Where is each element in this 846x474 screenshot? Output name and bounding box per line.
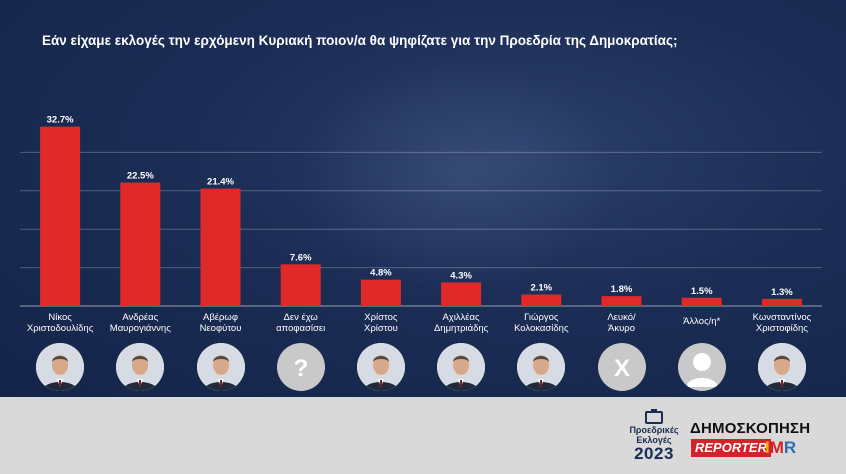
person-photo-icon	[437, 343, 486, 391]
logo-year: 2023	[634, 444, 674, 463]
bar	[681, 297, 722, 306]
category-label: Κωνσταντίνος Χριστοφίδης	[737, 312, 827, 334]
category-label-line: Νεοφύτου	[199, 323, 242, 334]
bar	[40, 126, 81, 306]
bar	[200, 188, 241, 306]
category-label-line: Χριστοφίδης	[755, 323, 808, 334]
imr-letter-i: I	[765, 438, 770, 457]
data-label: 22.5%	[127, 171, 154, 182]
election-logo: Προεδρικές Εκλογές 2023	[626, 409, 682, 467]
data-label: 1.3%	[771, 287, 793, 298]
imr-letter-m: M	[769, 438, 784, 457]
person-photo-icon	[196, 343, 245, 391]
category-label: Χρίστος Χρίστου	[336, 312, 426, 334]
logo-line-1: Προεδρικές	[629, 425, 679, 435]
category-label-line: Άλλος/η*	[683, 316, 721, 327]
category-label-line: Χρίστος	[364, 312, 398, 323]
category-label-line: Μαυρογιάννης	[109, 323, 171, 334]
logo-line-2: Εκλογές	[636, 435, 672, 445]
person-photo-icon	[36, 343, 85, 391]
bar-chart: 32.7% 22.5% 21.4% 7.6% 4.8% 4.3% 2.1% 1.8% 1.5% 1…	[20, 115, 822, 307]
category-label: Νίκος Χριστοδουλίδης	[15, 312, 105, 334]
category-label: Ανδρέας Μαυρογιάννης	[95, 312, 185, 334]
category-label-line: Άκυρο	[608, 323, 635, 334]
person-photo-icon	[356, 343, 405, 391]
reporter-logo: REPORTER	[691, 439, 771, 457]
category-label: Λευκό/Άκυρο	[577, 312, 667, 334]
data-label: 7.6%	[290, 252, 312, 263]
bar	[521, 294, 562, 306]
x-mark-icon: X	[597, 343, 646, 391]
background-figure	[300, 60, 620, 290]
data-label: 1.5%	[691, 286, 713, 297]
imr-letter-r: R	[783, 438, 797, 457]
category-label: Γιώργος Κολοκασίδης	[496, 312, 586, 334]
bar	[120, 182, 161, 306]
bar	[761, 298, 802, 306]
chart-title: Εάν είχαμε εκλογές την ερχόμενη Κυριακή …	[42, 33, 678, 48]
bar	[280, 264, 321, 306]
category-label-line: Κωνσταντίνος	[752, 312, 812, 323]
bar	[441, 282, 482, 306]
category-label-line: Δεν έχω	[283, 312, 318, 323]
person-photo-icon	[116, 343, 165, 391]
category-label-line: Ανδρέας	[122, 312, 159, 323]
svg-text:?: ?	[293, 355, 308, 382]
person-photo-icon	[517, 343, 566, 391]
data-label: 1.8%	[611, 284, 633, 295]
category-label: Αβέρωφ Νεοφύτου	[176, 312, 266, 334]
category-label-line: Λευκό/	[607, 312, 636, 323]
category-label-line: Δημητριάδης	[433, 323, 489, 334]
data-label: 4.8%	[370, 268, 392, 279]
data-label: 32.7%	[47, 115, 74, 126]
svg-text:X: X	[613, 355, 629, 382]
category-label-line: Αχιλλέας	[442, 312, 480, 323]
category-label: Δεν έχω αποφασίσει	[256, 312, 346, 334]
category-label-line: Κολοκασίδης	[514, 323, 569, 334]
bar	[601, 296, 642, 306]
category-label-line: Χρίστου	[363, 323, 398, 334]
category-label: Άλλος/η*	[657, 316, 747, 327]
category-label-line: αποφασίσει	[276, 323, 326, 334]
person-photo-icon	[757, 343, 806, 391]
person-silhouette-icon	[677, 343, 726, 391]
category-label-line: Γιώργος	[524, 312, 559, 323]
category-label-line: Αβέρωφ	[202, 312, 239, 323]
question-mark-icon: ?	[276, 343, 325, 391]
data-label: 21.4%	[207, 177, 234, 188]
ballot-box-icon	[645, 409, 663, 424]
imr-logo: IMR	[765, 438, 796, 458]
category-label: Αχιλλέας Δημητριάδης	[416, 312, 506, 334]
category-label-line: Νίκος	[48, 312, 72, 323]
bar	[360, 279, 401, 306]
data-label: 2.1%	[530, 282, 552, 293]
poll-label: ΔΗΜΟΣΚΟΠΗΣΗ	[690, 420, 811, 437]
category-label-line: Χριστοδουλίδης	[26, 323, 94, 334]
footer-bar	[0, 397, 846, 474]
data-label: 4.3%	[450, 270, 472, 281]
